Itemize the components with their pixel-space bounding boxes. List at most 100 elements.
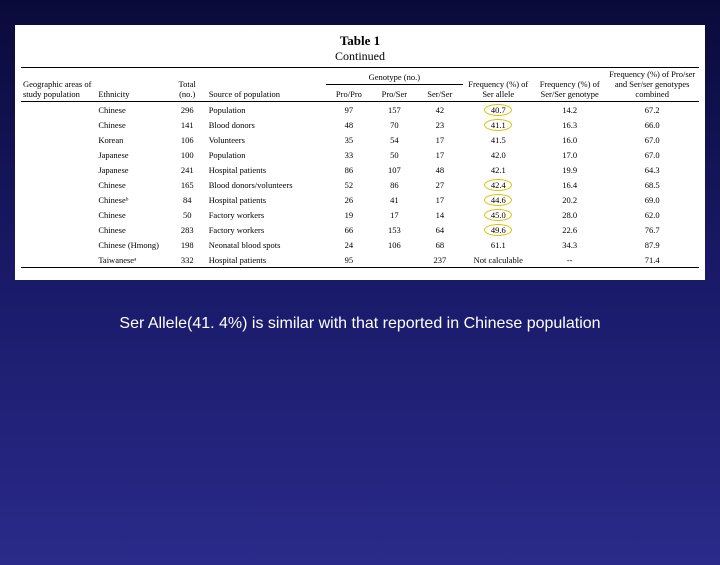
table-cell: Factory workers	[207, 222, 326, 237]
table-cell: 17	[417, 132, 462, 147]
table-cell: 237	[417, 252, 462, 268]
data-table: Geographic areas of study population Eth…	[21, 67, 699, 268]
table-cell: 17	[417, 147, 462, 162]
highlight-oval-icon	[484, 104, 512, 116]
table-cell: 48	[417, 162, 462, 177]
col-proser: Pro/Ser	[372, 84, 417, 102]
table-cell: 27	[417, 177, 462, 192]
highlighted-value: 49.6	[491, 225, 506, 235]
table-cell: 153	[372, 222, 417, 237]
table-cell: Blood donors	[207, 117, 326, 132]
table-cell: 141	[168, 117, 207, 132]
table-subtitle: Continued	[21, 49, 699, 64]
table-row: Taiwaneseᵃ332Hospital patients95 237Not c…	[21, 252, 699, 268]
table-cell-freq-ser: 41.1	[463, 117, 534, 132]
table-cell-freq-ser: 49.6	[463, 222, 534, 237]
table-cell: 86	[326, 162, 371, 177]
col-geo: Geographic areas of study population	[21, 68, 96, 102]
table-row: Chinese296Population971574240.714.267.2	[21, 102, 699, 118]
table-head: Geographic areas of study population Eth…	[21, 68, 699, 102]
table-cell: 71.4	[605, 252, 699, 268]
highlighted-value: 40.7	[491, 105, 506, 115]
table-cell	[21, 207, 96, 222]
table-row: Japanese100Population33501742.017.067.0	[21, 147, 699, 162]
table-cell: 332	[168, 252, 207, 268]
table-cell: 24	[326, 237, 371, 252]
table-cell: 26	[326, 192, 371, 207]
table-cell: 165	[168, 177, 207, 192]
table-cell: 66.0	[605, 117, 699, 132]
col-genotype-group: Genotype (no.)	[326, 68, 462, 85]
table-cell: 100	[168, 147, 207, 162]
table-cell: 106	[372, 237, 417, 252]
table-cell: 70	[372, 117, 417, 132]
highlighted-value: 45.0	[491, 210, 506, 220]
table-cell: 19.9	[534, 162, 605, 177]
table-cell: 54	[372, 132, 417, 147]
table-cell: Blood donors/volunteers	[207, 177, 326, 192]
table-cell: 157	[372, 102, 417, 118]
table-cell-freq-ser: Not calculable	[463, 252, 534, 268]
table-cell: 62.0	[605, 207, 699, 222]
table-cell: 35	[326, 132, 371, 147]
highlight-oval-icon	[484, 179, 512, 191]
table-cell: Chinese	[96, 177, 167, 192]
table-row: Chinese (Hmong)198Neonatal blood spots24…	[21, 237, 699, 252]
highlighted-value: 42.4	[491, 180, 506, 190]
table-cell: Chinese	[96, 207, 167, 222]
table-cell: 68.5	[605, 177, 699, 192]
table-cell	[21, 132, 96, 147]
table-cell: 76.7	[605, 222, 699, 237]
highlighted-value: 44.6	[491, 195, 506, 205]
table-cell	[21, 177, 96, 192]
table-cell: 67.0	[605, 147, 699, 162]
table-cell: Chinese	[96, 222, 167, 237]
table-cell: Factory workers	[207, 207, 326, 222]
col-propro: Pro/Pro	[326, 84, 371, 102]
table-cell: 67.0	[605, 132, 699, 147]
table-cell	[21, 252, 96, 268]
table-cell: Hospital patients	[207, 252, 326, 268]
table-cell: 64.3	[605, 162, 699, 177]
table-row: Chinese283Factory workers661536449.622.6…	[21, 222, 699, 237]
table-cell: 16.4	[534, 177, 605, 192]
col-total: Total (no.)	[168, 68, 207, 102]
table-cell-freq-ser: 61.1	[463, 237, 534, 252]
table-cell	[21, 222, 96, 237]
table-cell	[21, 192, 96, 207]
table-cell-freq-ser: 42.4	[463, 177, 534, 192]
table-cell: 283	[168, 222, 207, 237]
table-cell: 64	[417, 222, 462, 237]
table-cell: Chinese	[96, 117, 167, 132]
highlight-oval-icon	[484, 224, 512, 236]
table-cell: 97	[326, 102, 371, 118]
col-ethnicity: Ethnicity	[96, 68, 167, 102]
table-cell: Chinese	[96, 102, 167, 118]
table-cell: Volunteers	[207, 132, 326, 147]
table-cell: 23	[417, 117, 462, 132]
table-cell: Taiwaneseᵃ	[96, 252, 167, 268]
table-title: Table 1	[21, 33, 699, 49]
table-cell: Japanese	[96, 162, 167, 177]
table-cell: Hospital patients	[207, 162, 326, 177]
table-cell	[21, 102, 96, 118]
table-cell: 107	[372, 162, 417, 177]
table-cell: 66	[326, 222, 371, 237]
table-row: Korean106Volunteers35541741.516.067.0	[21, 132, 699, 147]
table-cell: 106	[168, 132, 207, 147]
table-cell	[21, 162, 96, 177]
table-cell: 95	[326, 252, 371, 268]
table-row: Chinese50Factory workers19171445.028.062…	[21, 207, 699, 222]
table-row: Chinese141Blood donors48702341.116.366.0	[21, 117, 699, 132]
table-cell: Chinese (Hmong)	[96, 237, 167, 252]
table-cell: 17	[417, 192, 462, 207]
table-cell-freq-ser: 40.7	[463, 102, 534, 118]
table-cell: Population	[207, 147, 326, 162]
highlight-oval-icon	[484, 209, 512, 221]
table-panel: Table 1 Continued Geographic areas of st…	[15, 25, 705, 280]
col-freq-serser: Frequency (%) of Ser/Ser genotype	[534, 68, 605, 102]
table-cell	[21, 117, 96, 132]
table-cell: 48	[326, 117, 371, 132]
table-row: Chinese165Blood donors/volunteers5286274…	[21, 177, 699, 192]
table-cell: 20.2	[534, 192, 605, 207]
